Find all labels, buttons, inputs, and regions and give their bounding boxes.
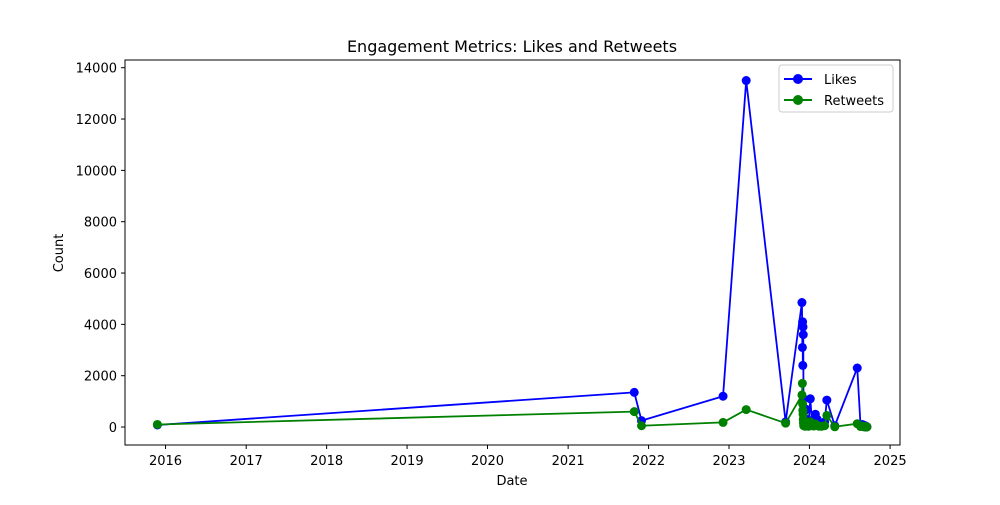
retweets-point (797, 378, 807, 388)
likes-point (797, 342, 807, 352)
likes-point (629, 387, 639, 397)
x-tick-label: 2024 (793, 454, 826, 469)
retweets-point (152, 419, 162, 429)
y-tick-label: 4000 (84, 318, 117, 333)
likes-point (741, 76, 751, 86)
likes-point (852, 363, 862, 373)
likes-point (798, 360, 808, 370)
retweets-point (822, 410, 832, 420)
retweets-point (741, 405, 751, 415)
x-tick-label: 2017 (230, 454, 263, 469)
plot-frame (124, 59, 901, 446)
likes-point (797, 298, 807, 308)
legend-likes-label: Likes (824, 73, 857, 88)
y-tick-label: 14000 (76, 62, 117, 77)
y-tick-label: 2000 (84, 370, 117, 385)
likes-point (805, 394, 815, 404)
legend-likes-marker (793, 74, 803, 84)
legend: Likes Retweets (778, 64, 894, 113)
chart-title: Engagement Metrics: Likes and Retweets (347, 37, 677, 56)
likes-point (798, 322, 808, 332)
y-tick-label: 10000 (76, 164, 117, 179)
likes-point (718, 391, 728, 401)
y-axis-ticks: 0 2000 4000 6000 8000 10000 12000 14000 (76, 62, 125, 436)
likes-point (798, 330, 808, 340)
retweets-point (830, 422, 840, 432)
x-tick-label: 2016 (149, 454, 182, 469)
retweets-point (797, 390, 807, 400)
legend-retweets-marker (793, 95, 803, 105)
y-tick-label: 6000 (84, 267, 117, 282)
x-tick-label: 2019 (391, 454, 424, 469)
x-tick-label: 2023 (712, 454, 745, 469)
likes-point (822, 395, 832, 405)
x-axis-ticks: 2016 2017 2018 2019 2020 2021 2022 2023 2024 2025 (149, 445, 907, 469)
retweets-point (781, 418, 791, 428)
series-layer (152, 76, 872, 432)
retweets-point (862, 422, 872, 432)
x-tick-label: 2025 (874, 454, 907, 469)
retweets-point (718, 417, 728, 427)
y-tick-label: 12000 (76, 113, 117, 128)
x-tick-label: 2018 (310, 454, 343, 469)
retweets-point (820, 421, 830, 431)
x-tick-label: 2021 (552, 454, 585, 469)
retweets-point (629, 407, 639, 417)
x-axis-label: Date (496, 474, 527, 489)
y-axis-label: Count (52, 234, 67, 273)
series-retweets (152, 378, 872, 432)
y-tick-label: 0 (109, 421, 117, 436)
retweets-point (637, 421, 647, 431)
y-tick-label: 8000 (84, 216, 117, 231)
x-tick-label: 2020 (471, 454, 504, 469)
retweets-point (798, 399, 808, 409)
legend-retweets-label: Retweets (824, 94, 884, 109)
x-tick-label: 2022 (632, 454, 665, 469)
